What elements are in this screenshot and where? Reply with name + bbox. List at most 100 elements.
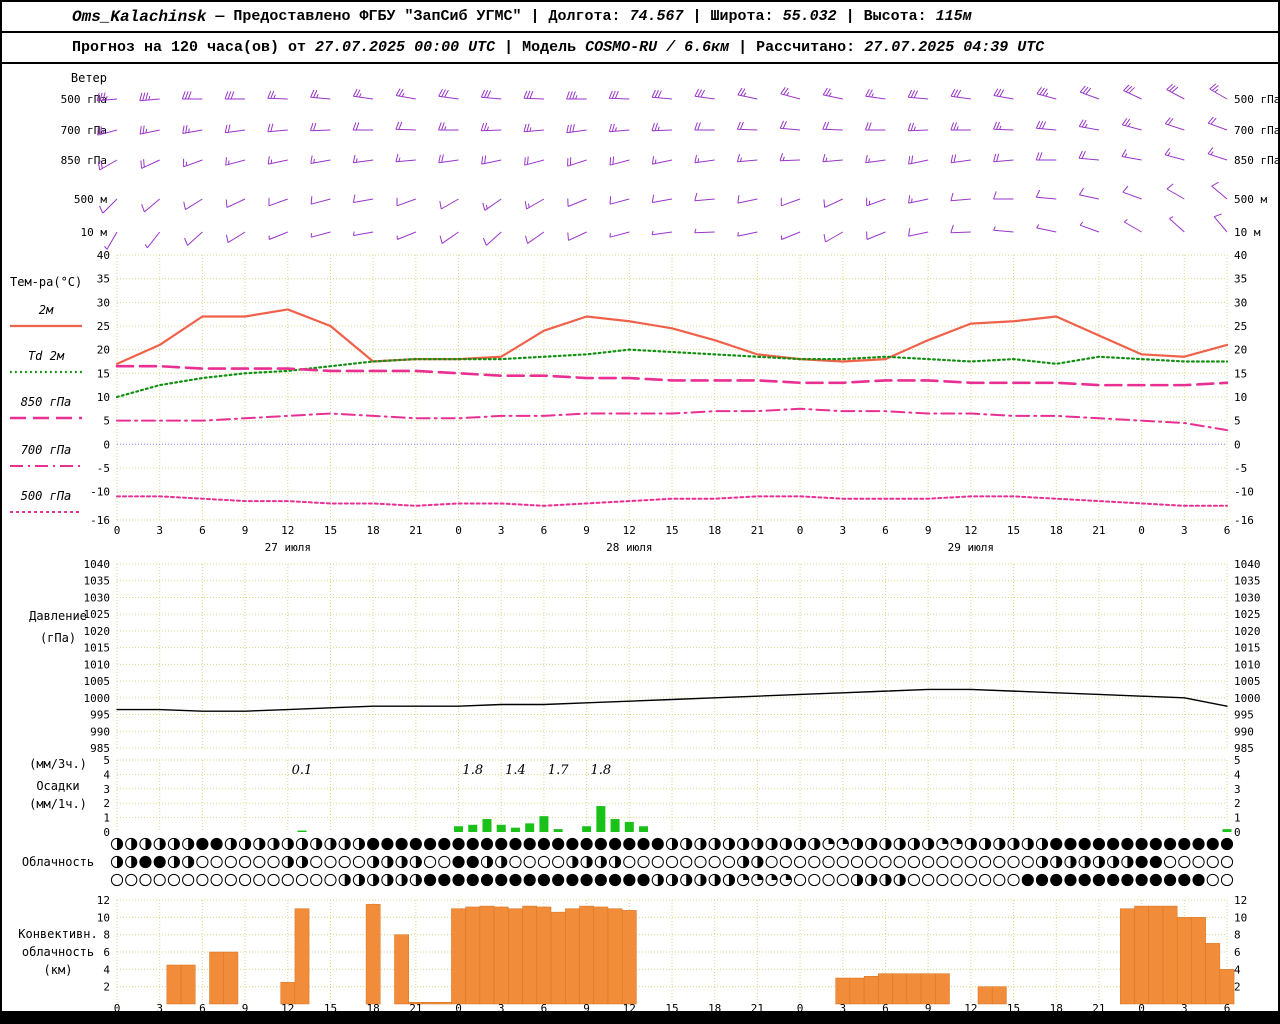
svg-text:6: 6 [199,1002,206,1015]
forecast-label: Прогноз на 120 часа(ов) от [72,39,307,56]
svg-text:10: 10 [1234,911,1247,924]
svg-text:21: 21 [409,524,422,537]
wind-panel: Ветер 500 гПа 500 гПа 700 гПа 700 гПа 850 гПа… [61,71,1280,250]
svg-text:Тем-ра(°C): Тем-ра(°C) [10,275,82,289]
svg-text:40: 40 [1234,249,1247,262]
svg-text:1005: 1005 [84,675,111,688]
svg-text:6: 6 [1224,1002,1231,1015]
svg-text:4: 4 [1234,768,1241,781]
longitude-label: Долгота: [548,8,621,25]
svg-text:1.4: 1.4 [505,763,526,778]
separator: | [530,8,540,25]
svg-text:1.8: 1.8 [462,763,483,778]
temperature-panel: -16 -16 -10 -10 -5 -5 0 0 5 5 10 10 15 15 20 20 25 25 30 30… [10,249,1254,527]
svg-text:18: 18 [1050,524,1063,537]
svg-text:4: 4 [103,768,110,781]
svg-text:6: 6 [882,1002,889,1015]
svg-text:2: 2 [103,981,110,994]
svg-text:500 м: 500 м [1234,193,1267,206]
svg-text:0: 0 [1234,438,1241,451]
separator: | [692,8,702,25]
svg-text:2м: 2м [39,303,54,317]
bottom-bar [2,1011,1278,1022]
precip-panel: 0 01 12 23 34 45 50.1 1.8 1.4 1.7 1.8(мм/3ч.)Осадк… [29,754,1241,839]
svg-text:3: 3 [839,1002,846,1015]
longitude-value: 74.567 [629,8,684,25]
svg-text:-16: -16 [1234,514,1254,527]
svg-text:850 гПа: 850 гПа [61,154,107,167]
svg-text:10 м: 10 м [81,226,108,239]
svg-text:9: 9 [925,524,932,537]
svg-text:995: 995 [1234,709,1254,722]
svg-text:1005: 1005 [1234,675,1261,688]
svg-text:Ветер: Ветер [71,71,107,85]
svg-text:0: 0 [455,524,462,537]
svg-text:35: 35 [97,273,110,286]
svg-text:30: 30 [97,296,110,309]
svg-text:700 гПа: 700 гПа [61,124,107,137]
svg-text:6: 6 [103,946,110,959]
header-line-1: Oms_Kalachinsk — Предоставлено ФГБУ "Зап… [2,2,1278,33]
pressure-panel: 985 985 990 990 995 995 1000 1000 1005 1005 1010 10… [29,558,1260,755]
svg-text:0: 0 [455,1002,462,1015]
svg-text:-5: -5 [97,462,110,475]
svg-text:1: 1 [1234,812,1241,825]
svg-text:2: 2 [1234,981,1241,994]
model-value: COSMO-RU / 6.6км [585,39,730,56]
svg-text:500 гПа: 500 гПа [21,489,72,503]
svg-text:21: 21 [1092,524,1105,537]
svg-text:15: 15 [1234,367,1247,380]
svg-text:12: 12 [1234,894,1247,907]
svg-text:-10: -10 [90,486,110,499]
svg-text:6: 6 [1224,524,1231,537]
svg-text:Конвективн.: Конвективн. [18,927,97,941]
svg-text:20: 20 [1234,344,1247,357]
svg-text:5: 5 [103,754,110,767]
svg-text:10: 10 [97,391,110,404]
svg-text:1.7: 1.7 [548,763,569,778]
svg-text:18: 18 [367,524,380,537]
header-line-2: Прогноз на 120 часа(ов) от 27.07.2025 00… [2,33,1278,64]
svg-text:3: 3 [839,524,846,537]
forecast-start-value: 27.07.2025 00:00 UTC [315,39,496,56]
svg-text:1040: 1040 [84,558,111,571]
svg-text:4: 4 [1234,963,1241,976]
svg-text:990: 990 [90,725,110,738]
svg-text:3: 3 [156,1002,163,1015]
svg-text:4: 4 [103,963,110,976]
svg-text:Облачность: Облачность [22,855,94,869]
svg-text:1030: 1030 [84,591,111,604]
svg-text:1015: 1015 [1234,642,1261,655]
latitude-value: 55.032 [782,8,837,25]
svg-text:2: 2 [1234,797,1241,810]
svg-text:6: 6 [882,524,889,537]
svg-text:-5: -5 [1234,462,1247,475]
svg-text:1020: 1020 [84,625,111,638]
meteogram-chart: Ветер 500 гПа 500 гПа 700 гПа 700 гПа 850 гПа… [10,71,1280,1015]
svg-text:Td 2м: Td 2м [28,349,65,363]
svg-text:500 гПа: 500 гПа [1234,93,1280,106]
svg-text:20: 20 [97,344,110,357]
svg-text:5: 5 [1234,415,1241,428]
computed-label: Рассчитано: [756,39,856,56]
svg-text:1000: 1000 [1234,692,1261,705]
svg-text:27 июля: 27 июля [265,541,311,554]
svg-text:(мм/3ч.): (мм/3ч.) [29,757,87,771]
separator: | [504,39,514,56]
svg-text:-16: -16 [90,514,110,527]
svg-text:15: 15 [665,524,678,537]
svg-text:25: 25 [97,320,110,333]
svg-text:12: 12 [964,524,977,537]
svg-text:21: 21 [751,524,764,537]
svg-text:1035: 1035 [84,575,111,588]
svg-text:3: 3 [1181,524,1188,537]
svg-text:Давление: Давление [29,609,87,623]
svg-text:28 июля: 28 июля [606,541,652,554]
svg-text:1020: 1020 [1234,625,1261,638]
latitude-label: Широта: [710,8,774,25]
svg-text:0.1: 0.1 [292,763,313,778]
svg-text:2: 2 [103,797,110,810]
model-label: Модель [522,39,577,56]
svg-text:(гПа): (гПа) [40,631,76,645]
